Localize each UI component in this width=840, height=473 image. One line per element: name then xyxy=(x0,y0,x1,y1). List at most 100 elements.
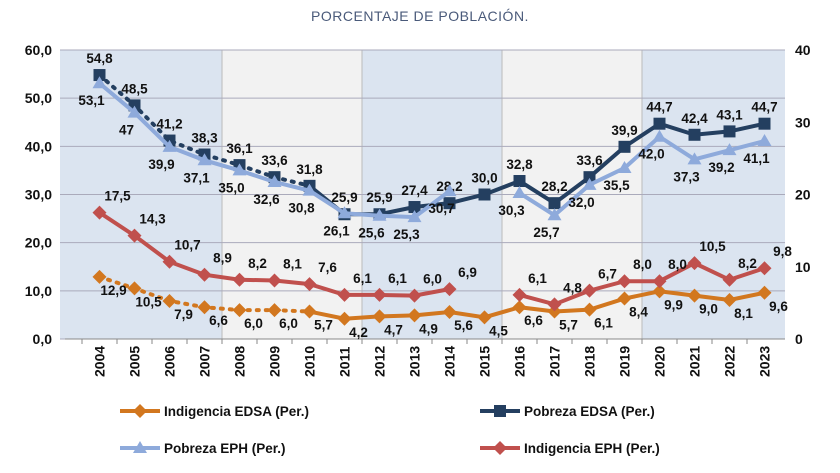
square-marker xyxy=(513,175,526,188)
square-marker xyxy=(583,171,596,184)
y-left-tick-label: 50,0 xyxy=(25,90,52,106)
diamond-marker xyxy=(302,304,317,319)
data-label: 6,9 xyxy=(458,265,477,280)
data-label: 6,7 xyxy=(598,267,617,282)
triangle-marker xyxy=(582,177,597,190)
data-label: 6,0 xyxy=(423,272,442,287)
legend-label: Indigencia EDSA (Per.) xyxy=(164,404,309,419)
x-tick-label: 2017 xyxy=(547,346,563,377)
x-tick-label: 2009 xyxy=(267,346,283,377)
triangle-marker xyxy=(162,139,177,152)
diamond-marker xyxy=(267,273,282,288)
diamond-marker xyxy=(337,311,352,326)
data-label: 38,3 xyxy=(191,131,218,146)
x-tick-label: 2015 xyxy=(477,346,493,377)
data-label: 6,0 xyxy=(244,316,263,331)
data-label: 53,1 xyxy=(78,93,105,108)
data-label: 41,2 xyxy=(156,117,182,132)
data-label: 4,8 xyxy=(563,280,582,295)
x-tick-label: 2020 xyxy=(652,346,668,377)
diamond-marker xyxy=(512,287,527,302)
legend-label: Indigencia EPH (Per.) xyxy=(524,441,660,456)
data-label: 32,0 xyxy=(568,195,594,210)
data-label: 4,5 xyxy=(489,323,508,338)
data-label: 4,7 xyxy=(384,322,403,337)
data-label: 17,5 xyxy=(104,189,131,204)
diamond-marker xyxy=(232,272,247,287)
diamond-marker xyxy=(197,300,212,315)
data-label: 9,0 xyxy=(699,302,718,317)
square-marker xyxy=(653,117,666,130)
data-label: 12,9 xyxy=(100,283,126,298)
square-marker xyxy=(548,197,561,210)
x-tick-label: 2011 xyxy=(337,346,353,377)
data-label: 33,6 xyxy=(576,153,603,168)
x-tick-label: 2022 xyxy=(722,346,738,377)
data-label: 7,6 xyxy=(318,260,337,275)
data-label: 8,1 xyxy=(283,256,302,271)
triangle-marker xyxy=(687,152,702,165)
data-label: 25,9 xyxy=(366,190,392,205)
data-label: 30,8 xyxy=(288,201,315,216)
data-label: 9,8 xyxy=(773,244,792,259)
diamond-marker xyxy=(687,256,702,271)
data-label: 39,9 xyxy=(611,123,637,138)
diamond-marker xyxy=(617,274,632,289)
y-left-tick-label: 60,0 xyxy=(25,42,52,58)
x-tick-label: 2016 xyxy=(512,346,528,377)
data-label: 8,0 xyxy=(633,257,652,272)
data-label: 6,1 xyxy=(388,271,407,286)
triangle-marker xyxy=(512,186,527,199)
data-label: 30,3 xyxy=(498,203,525,218)
diamond-marker xyxy=(407,288,422,303)
data-label: 43,1 xyxy=(716,107,743,122)
x-tick-label: 2014 xyxy=(442,346,458,377)
triangle-marker xyxy=(337,206,352,219)
data-label: 37,1 xyxy=(183,170,210,185)
data-label: 47 xyxy=(119,123,134,138)
data-label: 30,0 xyxy=(471,171,497,186)
y-left-tick-label: 40,0 xyxy=(25,138,52,154)
x-tick-label: 2004 xyxy=(92,346,108,377)
data-label: 42,4 xyxy=(681,111,708,126)
data-label: 41,1 xyxy=(743,151,770,166)
data-label: 28,2 xyxy=(541,179,567,194)
data-label: 8,2 xyxy=(738,256,757,271)
data-label: 10,5 xyxy=(135,294,162,309)
diamond-marker xyxy=(477,310,492,325)
data-label: 9,9 xyxy=(664,297,683,312)
y-right-tick-label: 20 xyxy=(795,187,811,203)
data-label: 8,9 xyxy=(213,251,232,266)
data-label: 25,3 xyxy=(393,227,420,242)
data-label: 25,9 xyxy=(331,190,357,205)
x-tick-label: 2018 xyxy=(582,346,598,377)
diamond-marker xyxy=(722,292,737,307)
legend-diamond-icon xyxy=(493,441,507,455)
diamond-marker xyxy=(512,300,527,315)
x-tick-label: 2023 xyxy=(757,346,773,377)
legend-label: Pobreza EPH (Per.) xyxy=(164,441,286,456)
data-label: 6,6 xyxy=(524,313,543,328)
triangle-marker xyxy=(92,76,107,89)
y-left-tick-label: 10,0 xyxy=(25,283,52,299)
data-label: 32,6 xyxy=(253,192,280,207)
y-right-tick-label: 10 xyxy=(795,259,811,275)
diamond-marker xyxy=(407,308,422,323)
y-right-tick-label: 30 xyxy=(795,114,811,130)
data-label: 48,5 xyxy=(121,81,148,96)
data-label: 10,7 xyxy=(174,238,200,253)
triangle-marker xyxy=(757,134,772,147)
data-label: 10,5 xyxy=(699,239,726,254)
diamond-marker xyxy=(582,302,597,317)
data-label: 25,6 xyxy=(358,226,385,241)
square-marker xyxy=(478,188,491,201)
triangle-marker xyxy=(372,208,387,221)
y-left-tick-label: 0,0 xyxy=(33,331,53,347)
data-label: 6,1 xyxy=(528,271,547,286)
triangle-marker xyxy=(652,129,667,142)
y-right-tick-label: 40 xyxy=(795,42,811,58)
x-tick-label: 2007 xyxy=(197,346,213,377)
diamond-marker xyxy=(652,274,667,289)
x-tick-label: 2008 xyxy=(232,346,248,377)
y-right-tick-label: 0 xyxy=(795,331,803,347)
